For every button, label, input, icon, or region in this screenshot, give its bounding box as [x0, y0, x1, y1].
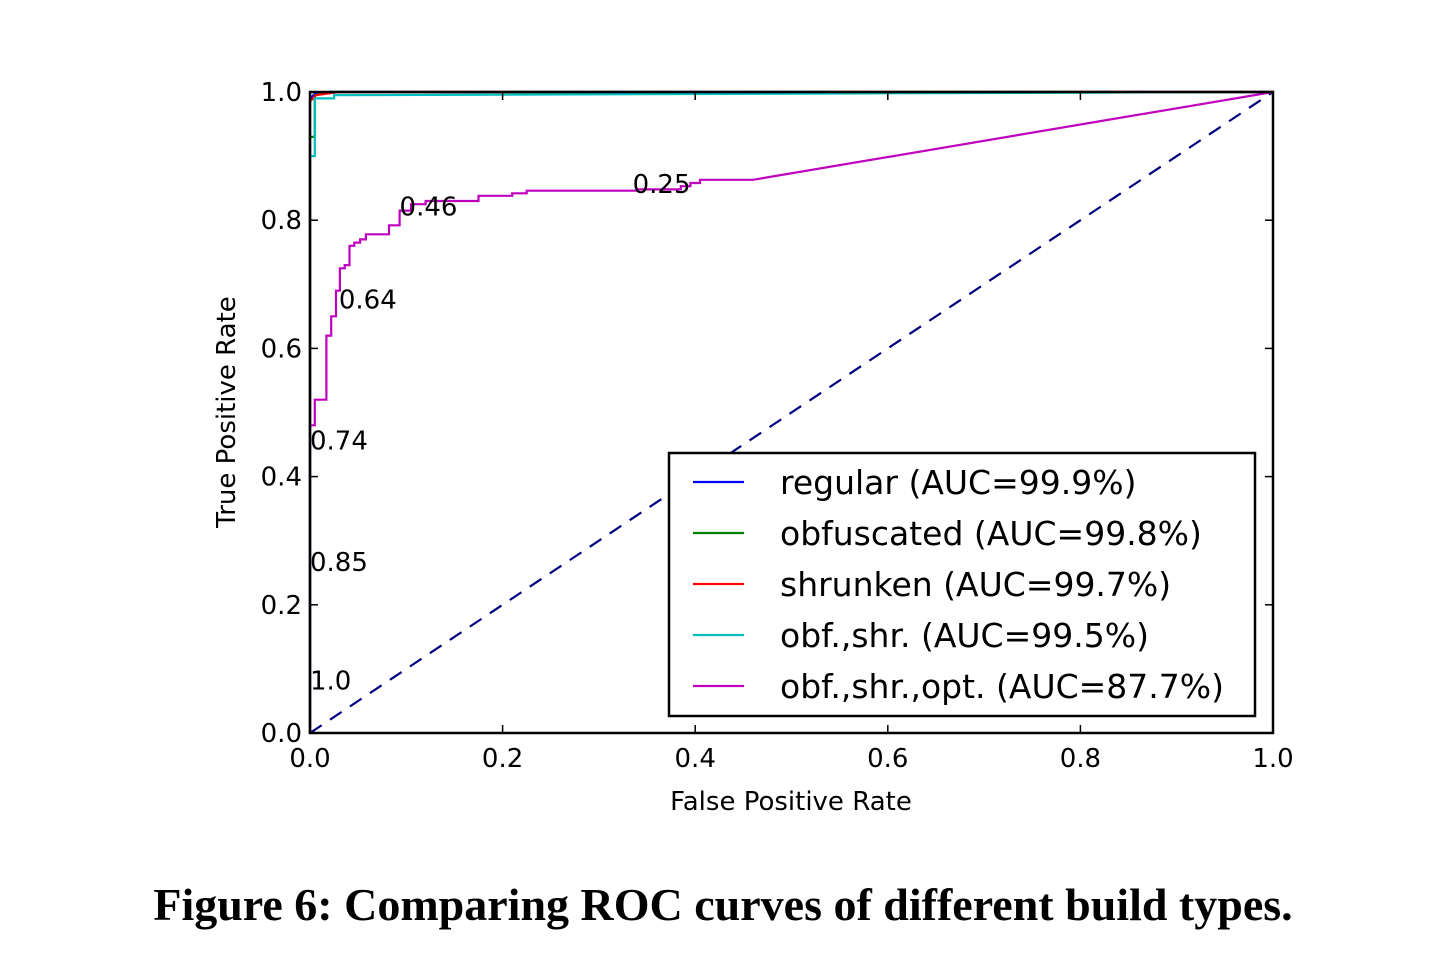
threshold-annotation: 0.25 — [633, 170, 691, 200]
threshold-annotation: 0.64 — [339, 285, 397, 315]
figure-caption: Figure 6: Comparing ROC curves of differ… — [153, 879, 1293, 930]
y-tick-label: 1.0 — [261, 78, 302, 108]
x-tick-label: 0.0 — [289, 744, 330, 774]
series-line-4 — [308, 90, 1274, 733]
threshold-annotation: 0.46 — [400, 192, 458, 222]
y-tick-label: 0.0 — [261, 719, 302, 749]
legend-entry: obf.,shr. (AUC=99.5%) — [780, 616, 1149, 655]
legend-box — [667, 451, 1257, 718]
x-tick-label: 1.0 — [1252, 744, 1293, 774]
y-axis-title: True Positive Rate — [212, 296, 242, 529]
plot-frame — [308, 90, 1275, 735]
roc-chart: 0.0 0.2 0.4 0.6 0.8 1.0 0.0 0.2 0.4 0.6 0.8 1.0 1.0… — [212, 78, 1294, 817]
y-tick-label: 0.4 — [261, 463, 302, 493]
x-tick-label: 0.2 — [482, 744, 523, 774]
x-tick-label: 0.4 — [675, 744, 716, 774]
threshold-annotation: 1.0 — [310, 667, 351, 697]
legend-entry: regular (AUC=99.9%) — [780, 463, 1136, 502]
legend-entry: obf.,shr.,opt. (AUC=87.7%) — [780, 667, 1224, 706]
legend-entry: shrunken (AUC=99.7%) — [780, 565, 1171, 604]
threshold-annotation: 0.74 — [310, 426, 368, 456]
x-tick-label: 0.8 — [1060, 744, 1101, 774]
diagonal-reference-layer — [309, 91, 1274, 734]
x-tick-label: 0.6 — [867, 744, 908, 774]
y-tick-label: 0.2 — [261, 591, 302, 621]
threshold-annotation: 0.85 — [310, 548, 368, 578]
x-axis-title: False Positive Rate — [670, 787, 912, 817]
y-tick-label: 0.8 — [261, 206, 302, 236]
threshold-annotation-layer: 1.0 0.85 0.74 0.64 0.46 0.25 — [310, 170, 690, 697]
tick-layer: 0.0 0.2 0.4 0.6 0.8 1.0 0.0 0.2 0.4 0.6 0.8 1.0 — [261, 78, 1294, 774]
y-tick-label: 0.6 — [261, 334, 302, 364]
diagonal-reference-line — [309, 91, 1274, 734]
legend: regular (AUC=99.9%) obfuscated (AUC=99.8%… — [667, 451, 1257, 718]
legend-entry: obfuscated (AUC=99.8%) — [780, 514, 1202, 553]
